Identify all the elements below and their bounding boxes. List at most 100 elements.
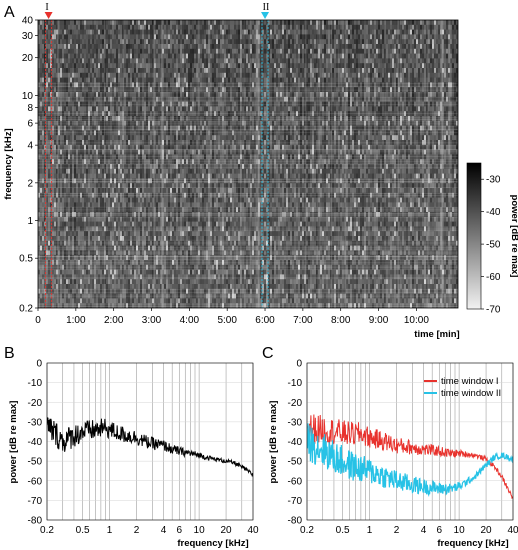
a-ytick-label: 2 [27, 178, 33, 189]
panel-c-xtick-label: 4 [421, 525, 427, 536]
a-xtick-label: 9:00 [369, 315, 389, 326]
panel-b-ytick-label: 0 [36, 359, 42, 370]
colorbar-tick-label: -30 [486, 175, 501, 186]
a-ytick-label: 1 [27, 216, 33, 227]
panel-c-series [307, 414, 513, 500]
spectrum-panel-b: 0 -10 -20 -30 -40 -50 -60 -70 -800.2 0.5 1 2 4 6 10 20 4… [8, 359, 259, 550]
panel-c-ytick-label: 0 [296, 359, 302, 370]
colorbar-gradient [466, 162, 482, 310]
spectrogram-x-title: time [min] [414, 329, 459, 340]
panel-b-ytick-label: -30 [28, 417, 43, 428]
a-ytick-label: 0.2 [19, 304, 33, 315]
panel-b-ytick-label: -50 [28, 457, 43, 468]
panel-c-xtick-label: 0.2 [300, 525, 314, 536]
panel-label-a: A [4, 4, 15, 21]
marker-label-i: I [45, 2, 48, 13]
panel-c-ticks: 0 -10 -20 -30 -40 -50 -60 -70 -800.2 0.5 1 2 4 6 10 20 4… [288, 359, 518, 537]
panel-b-ytick-label: -10 [28, 378, 43, 389]
panel-c-xtick-label: 1 [367, 525, 373, 536]
colorbar-title: power [dB re max] [509, 195, 518, 278]
panel-c-ytick-label: -40 [288, 437, 303, 448]
marker-heads [44, 12, 270, 19]
a-xtick-label: 7:00 [293, 315, 313, 326]
panel-label-b: B [4, 345, 15, 362]
panel-b-xtick-label: 0.2 [40, 525, 54, 536]
marker-head-1 [44, 12, 53, 19]
a-ytick-label: 30 [22, 31, 34, 42]
panel-b-frame [46, 362, 254, 521]
panel-b-y-title: power [dB re max] [8, 401, 19, 484]
spectrum-panel-c: 0 -10 -20 -30 -40 -50 -60 -70 -800.2 0.5 1 2 4 6 10 20 4… [268, 359, 518, 550]
a-ytick-label: 40 [22, 16, 34, 27]
panel-c-ytick-label: -30 [288, 417, 303, 428]
panel-b-ytick-label: -40 [28, 437, 43, 448]
panel-c-xtick-label: 2 [394, 525, 400, 536]
panel-b-xtick-label: 2 [134, 525, 140, 536]
spectrogram-y-ticks: 0.2 0.5 1 2 4 6 810 20 30 40 [19, 16, 38, 315]
panel-b-ytick-label: -80 [28, 516, 43, 527]
panel-b-xtick-label: 40 [247, 525, 259, 536]
colorbar-tick-label: -50 [486, 240, 501, 251]
colorbar-tick-label: -40 [486, 207, 501, 218]
panel-c-x-title: frequency [kHz] [437, 538, 508, 549]
a-xtick-label: 1:00 [66, 315, 86, 326]
panel-b-xtick-label: 0.5 [76, 525, 90, 536]
panel-c-frame [306, 362, 514, 521]
colorbar-ticks: -30 -40 -50 -60 -70 [481, 175, 501, 316]
spectrogram-image [38, 20, 458, 308]
time-window-markers [45, 20, 269, 308]
panel-b-ytick-label: -20 [28, 398, 43, 409]
a-xtick-label: 10:00 [404, 315, 429, 326]
panel-b-xtick-label: 1 [107, 525, 113, 536]
a-ytick-label: 0.5 [19, 254, 33, 265]
panel-b-ticks: 0 -10 -20 -30 -40 -50 -60 -70 -800.2 0.5 1 2 4 6 10 20 4… [28, 359, 259, 537]
panel-c-ytick-label: -10 [288, 378, 303, 389]
panel-c-y-title: power [dB re max] [268, 401, 279, 484]
panel-b-series-1 [47, 417, 253, 478]
a-xtick-label: 0 [35, 315, 41, 326]
panel-c-ytick-label: -20 [288, 398, 303, 409]
panel-b-xtick-label: 10 [194, 525, 206, 536]
panel-c-ytick-label: -70 [288, 496, 303, 507]
a-ytick-label: 20 [22, 53, 34, 64]
a-ytick-label: 6 [27, 119, 33, 130]
panel-c-ytick-label: -50 [288, 457, 303, 468]
panel-b-xtick-label: 4 [161, 525, 167, 536]
panel-c-xtick-label: 6 [436, 525, 442, 536]
a-xtick-label: 6:00 [255, 315, 275, 326]
marker-label-ii: II [263, 2, 270, 13]
a-xtick-label: 3:00 [142, 315, 162, 326]
a-xtick-label: 2:00 [104, 315, 124, 326]
a-ytick-label: 10 [22, 91, 34, 102]
panel-b-x-title: frequency [kHz] [177, 538, 248, 549]
a-xtick-label: 8:00 [331, 315, 351, 326]
panel-c-series-2 [307, 423, 513, 497]
a-xtick-label: 5:00 [217, 315, 237, 326]
legend-label-ii: time window II [441, 388, 501, 399]
panel-c-ytick-label: -80 [288, 516, 303, 527]
panel-b-xtick-label: 20 [220, 525, 232, 536]
panel-c-series-1 [307, 414, 513, 500]
panel-c-xtick-label: 20 [480, 525, 492, 536]
colorbar-tick-label: -60 [486, 272, 501, 283]
panel-b-ytick-label: -70 [28, 496, 43, 507]
panel-b-series [47, 417, 253, 478]
legend: time window I time window II [424, 376, 501, 399]
legend-label-i: time window I [441, 376, 499, 387]
spectrogram-frame [37, 19, 459, 309]
marker-head-2 [261, 12, 270, 19]
panel-c-xtick-label: 10 [454, 525, 466, 536]
panel-c-xtick-label: 40 [507, 525, 518, 536]
colorbar: -30 -40 -50 -60 -70 power [dB re max] [466, 162, 518, 316]
a-xtick-label: 4:00 [180, 315, 200, 326]
panel-b-xtick-label: 6 [176, 525, 182, 536]
colorbar-tick-label: -70 [486, 305, 501, 316]
spectrogram-panel: 0.2 0.5 1 2 4 6 810 20 30 40 0 1:00 2:00 3:00 4:00 5:0… [3, 2, 460, 340]
panel-b-ytick-label: -60 [28, 476, 43, 487]
a-ytick-label: 8 [27, 103, 33, 114]
panel-c-ytick-label: -60 [288, 476, 303, 487]
panel-c-xtick-label: 0.5 [336, 525, 350, 536]
a-ytick-label: 4 [27, 141, 33, 152]
spectrogram-x-ticks: 0 1:00 2:00 3:00 4:00 5:00 6:00 7:00 8:00 9:00 10:… [35, 308, 429, 326]
